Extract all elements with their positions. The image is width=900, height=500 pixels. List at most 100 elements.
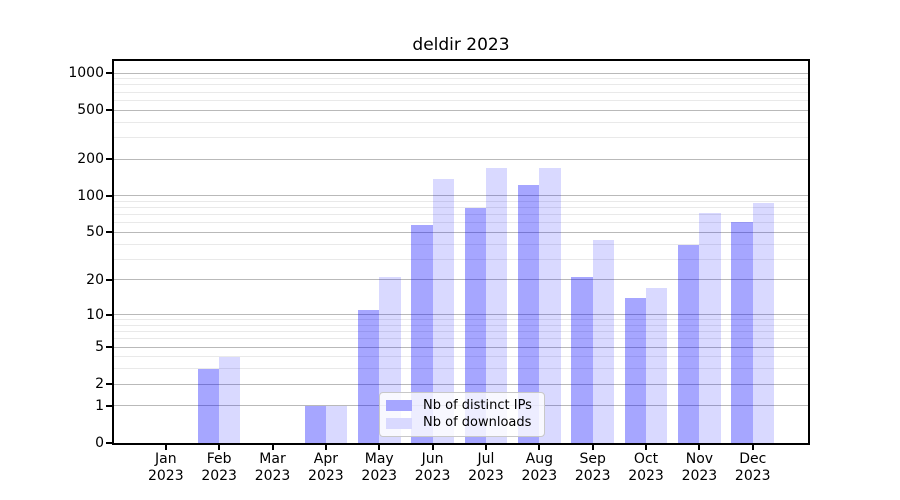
x-tick-mark — [271, 445, 274, 450]
y-gridline-minor — [114, 243, 808, 245]
bar-downloads-sep — [592, 240, 614, 443]
y-tick-label: 100 — [77, 187, 104, 204]
x-tick-label: Jan 2023 — [147, 451, 184, 484]
legend-label-distinct-ips: Nb of distinct IPs — [423, 397, 532, 413]
bar-downloads-jun — [432, 179, 454, 443]
y-tick-mark — [106, 231, 112, 234]
x-tick-label: Aug 2023 — [521, 451, 558, 484]
y-gridline-major — [114, 279, 808, 281]
bar-distinct-ips-oct — [624, 297, 647, 443]
legend-swatch-downloads — [386, 417, 412, 429]
bar-distinct-ips-jul — [464, 208, 486, 443]
x-tick-label: Oct 2023 — [628, 451, 664, 484]
x-tick-mark — [431, 445, 434, 450]
y-gridline-minor — [114, 207, 808, 209]
x-tick-mark — [324, 445, 327, 450]
y-gridline-minor — [114, 78, 808, 80]
y-tick-label: 20 — [86, 271, 104, 288]
x-tick-label: Dec 2023 — [734, 451, 771, 484]
y-tick-mark — [106, 72, 112, 75]
y-tick-mark — [106, 346, 112, 349]
y-tick-mark — [106, 383, 112, 386]
y-gridline-major — [114, 72, 808, 74]
y-tick-label: 10 — [86, 306, 104, 323]
x-tick-mark — [164, 445, 167, 450]
y-tick-mark — [106, 442, 112, 444]
x-tick-label: Nov 2023 — [681, 451, 718, 484]
bar-downloads-aug — [539, 167, 561, 443]
y-gridline-minor — [114, 200, 808, 202]
bar-distinct-ips-dec — [731, 221, 753, 443]
y-gridline-minor — [114, 368, 808, 370]
y-gridline-major — [114, 109, 808, 111]
y-tick-label: 500 — [77, 102, 104, 119]
x-tick-mark — [378, 445, 381, 450]
x-tick-label: Jul 2023 — [468, 451, 504, 484]
x-tick-mark — [698, 445, 701, 450]
y-gridline-minor — [114, 319, 808, 321]
bar-distinct-ips-sep — [571, 277, 593, 443]
y-tick-label: 5 — [95, 339, 104, 356]
legend-item-distinct-ips: Nb of distinct IPs — [386, 397, 538, 413]
y-gridline-minor — [114, 84, 808, 86]
y-gridline-major — [114, 158, 808, 160]
bar-distinct-ips-aug — [518, 184, 540, 443]
legend-label-downloads: Nb of downloads — [423, 415, 532, 431]
x-tick-label: Feb 2023 — [201, 451, 237, 484]
x-tick-mark — [751, 445, 754, 450]
bar-distinct-ips-feb — [197, 368, 220, 443]
y-gridline-minor — [114, 338, 808, 340]
y-gridline-major — [114, 314, 808, 316]
x-tick-label: Mar 2023 — [254, 451, 291, 484]
bar-downloads-oct — [646, 288, 668, 443]
y-gridline-minor — [114, 121, 808, 123]
y-tick-label: 2 — [95, 376, 104, 393]
y-tick-label: 1000 — [68, 65, 104, 82]
y-tick-mark — [106, 194, 112, 197]
bar-distinct-ips-nov — [678, 245, 700, 443]
legend: Nb of distinct IPs Nb of downloads — [379, 392, 545, 437]
bar-downloads-feb — [219, 356, 241, 443]
legend-item-downloads: Nb of downloads — [386, 416, 538, 430]
bar-distinct-ips-may — [357, 309, 380, 443]
x-tick-mark — [538, 445, 541, 450]
bar-distinct-ips-jun — [411, 224, 433, 443]
bar-downloads-apr — [325, 405, 348, 443]
y-gridline-minor — [114, 99, 808, 101]
y-gridline-minor — [114, 136, 808, 138]
y-tick-mark — [106, 278, 112, 281]
legend-swatch-distinct-ips — [386, 400, 412, 412]
y-tick-label: 200 — [77, 151, 104, 168]
x-tick-label: Jun 2023 — [414, 451, 451, 484]
y-tick-label: 50 — [86, 224, 104, 241]
y-tick-mark — [106, 158, 112, 161]
y-gridline-major — [114, 195, 808, 197]
y-gridline-minor — [114, 91, 808, 93]
chart-title: deldir 2023 — [412, 35, 510, 55]
x-tick-mark — [484, 445, 487, 450]
y-gridline-minor — [114, 258, 808, 260]
y-gridline-minor — [114, 331, 808, 333]
y-gridline-minor — [114, 214, 808, 216]
y-tick-mark — [106, 313, 112, 316]
y-gridline-minor — [114, 222, 808, 224]
bar-downloads-jul — [485, 168, 508, 443]
y-tick-label: 1 — [95, 397, 104, 414]
y-gridline-minor — [114, 356, 808, 358]
y-tick-mark — [106, 404, 112, 407]
y-gridline-minor — [114, 324, 808, 326]
bar-distinct-ips-apr — [304, 405, 326, 443]
bar-downloads-dec — [752, 202, 775, 443]
x-tick-label: Sep 2023 — [574, 451, 611, 484]
x-tick-mark — [218, 445, 221, 450]
x-tick-label: May 2023 — [361, 451, 398, 484]
y-gridline-major — [114, 346, 808, 348]
y-gridline-major — [114, 231, 808, 233]
x-tick-label: Apr 2023 — [308, 451, 344, 484]
x-tick-mark — [645, 445, 648, 450]
y-tick-mark — [106, 109, 112, 112]
x-tick-mark — [591, 445, 594, 450]
y-tick-label: 0 — [95, 435, 104, 451]
